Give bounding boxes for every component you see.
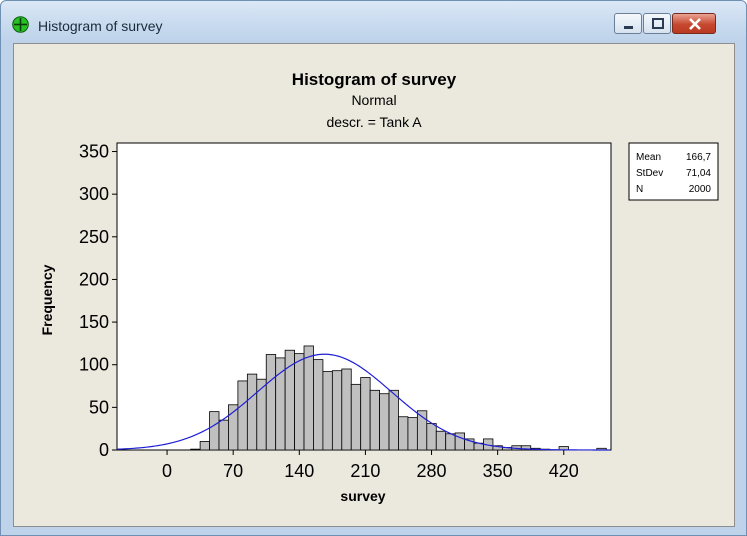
legend-box	[628, 142, 719, 201]
histogram-bar	[398, 416, 409, 451]
stat-n-label: N	[636, 184, 643, 195]
y-tick-label: 0	[99, 440, 109, 460]
histogram-bar	[435, 430, 447, 451]
normal-fit-curve	[116, 353, 611, 451]
histogram-bar	[331, 370, 343, 451]
x-tick-label: 70	[223, 461, 243, 481]
histogram-bar	[360, 377, 371, 451]
histogram-bar	[379, 393, 390, 451]
histogram-bar	[294, 353, 305, 451]
chart-subtitle-distribution: Normal	[351, 92, 396, 108]
histogram-bar	[265, 354, 277, 451]
histogram-bar	[246, 373, 258, 451]
x-tick-label: 280	[417, 461, 447, 481]
minimize-button[interactable]	[614, 13, 642, 34]
histogram-bar	[369, 389, 380, 451]
histogram-bar	[350, 383, 362, 451]
histogram-bar	[190, 448, 201, 451]
histogram-bar	[218, 419, 229, 451]
histogram-bar	[199, 441, 210, 451]
y-tick-label: 50	[89, 397, 109, 417]
y-tick-label: 250	[79, 227, 109, 247]
y-tick-label: 100	[79, 355, 109, 375]
x-axis-label: survey	[340, 488, 385, 504]
x-tick-label: 350	[483, 461, 513, 481]
maximize-icon	[652, 18, 664, 29]
window-title: Histogram of survey	[38, 18, 163, 34]
stat-stdev-value: 71,04	[686, 168, 711, 179]
x-tick-label: 0	[162, 461, 172, 481]
x-tick-label: 210	[350, 461, 380, 481]
x-axis: 0 70 140 210 280 350 420	[162, 450, 579, 481]
stat-stdev-label: StDev	[636, 168, 663, 179]
stat-mean-label: Mean	[636, 152, 661, 163]
histogram-bar	[426, 423, 437, 451]
histogram-bar	[322, 371, 333, 451]
chart-subtitle-description: descr. = Tank A	[326, 114, 422, 130]
histogram-bar	[454, 432, 465, 451]
histogram-bar	[407, 417, 418, 451]
histogram-bar	[284, 349, 295, 451]
maximize-button[interactable]	[643, 13, 671, 34]
graph-client-area: Histogram of survey Normal descr. = Tank…	[13, 43, 735, 527]
x-tick-label: 140	[284, 461, 314, 481]
histogram-bar	[256, 378, 267, 451]
histogram-bar	[445, 433, 456, 451]
minimize-icon	[624, 26, 633, 29]
stat-n-value: 2000	[689, 184, 712, 195]
histogram-bar	[313, 359, 324, 451]
chart-title: Histogram of survey	[292, 70, 457, 89]
histogram-bar	[237, 380, 248, 451]
histogram-chart: Histogram of survey Normal descr. = Tank…	[39, 70, 719, 504]
y-tick-label: 300	[79, 184, 109, 204]
histogram-bar	[303, 345, 314, 451]
y-axis-label: Frequency	[39, 264, 55, 335]
x-tick-label: 420	[549, 461, 579, 481]
y-axis: 0 50 100 150 200 250 300 350	[79, 142, 117, 460]
histogram-bar	[520, 445, 532, 451]
title-bar[interactable]: Histogram of survey	[1, 1, 746, 37]
y-tick-label: 200	[79, 269, 109, 289]
histogram-bar	[388, 389, 399, 451]
app-icon	[12, 16, 29, 33]
y-tick-label: 350	[79, 142, 109, 162]
close-button[interactable]	[672, 13, 716, 34]
statistics-legend: Mean 166,7 StDev 71,04 N 2000	[628, 142, 719, 201]
close-icon	[689, 18, 701, 30]
histogram-bar	[341, 368, 352, 451]
histogram-bar	[209, 411, 220, 451]
stat-mean-value: 166,7	[686, 152, 711, 163]
histogram-bar	[275, 357, 286, 451]
histogram-bars	[190, 345, 607, 451]
y-tick-label: 150	[79, 312, 109, 332]
